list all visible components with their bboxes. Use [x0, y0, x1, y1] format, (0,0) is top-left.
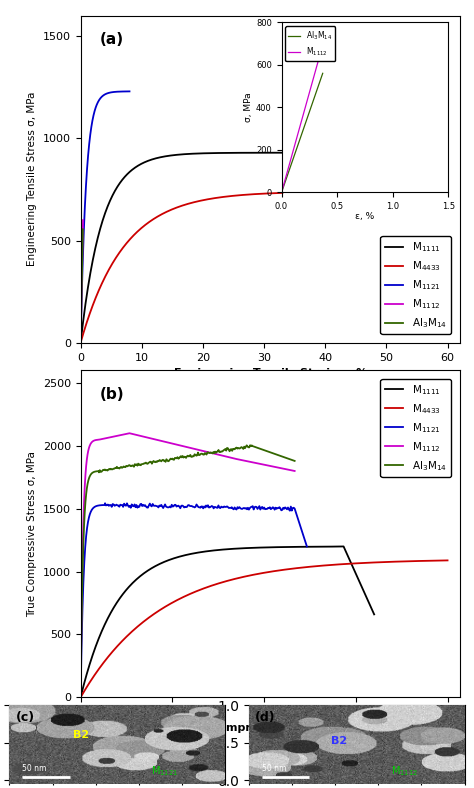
Text: (c): (c) — [16, 711, 35, 723]
Text: (b): (b) — [100, 387, 124, 402]
Text: 50 nm: 50 nm — [22, 764, 47, 773]
Text: 50 nm: 50 nm — [262, 764, 286, 773]
Y-axis label: Engineering Tensile Stress σ, MPa: Engineering Tensile Stress σ, MPa — [27, 92, 37, 266]
X-axis label: True Compressive Strain ε, %: True Compressive Strain ε, % — [179, 723, 361, 733]
Text: B2: B2 — [73, 730, 89, 740]
Text: M$_{1121}$: M$_{1121}$ — [151, 764, 178, 778]
X-axis label: Engineering Tensile Strain ε, %: Engineering Tensile Strain ε, % — [173, 368, 367, 378]
Text: B2: B2 — [331, 736, 347, 745]
Text: M$_{1112}$: M$_{1112}$ — [391, 764, 418, 778]
Text: (a): (a) — [100, 32, 124, 47]
Text: (d): (d) — [255, 711, 276, 723]
Legend: M$_{1111}$, M$_{4433}$, M$_{1121}$, M$_{1112}$, Al$_3$M$_{14}$: M$_{1111}$, M$_{4433}$, M$_{1121}$, M$_{… — [381, 236, 451, 334]
Y-axis label: True Compressive Stress σ, MPa: True Compressive Stress σ, MPa — [27, 451, 37, 617]
Legend: M$_{1111}$, M$_{4433}$, M$_{1121}$, M$_{1112}$, Al$_3$M$_{14}$: M$_{1111}$, M$_{4433}$, M$_{1121}$, M$_{… — [381, 379, 451, 477]
